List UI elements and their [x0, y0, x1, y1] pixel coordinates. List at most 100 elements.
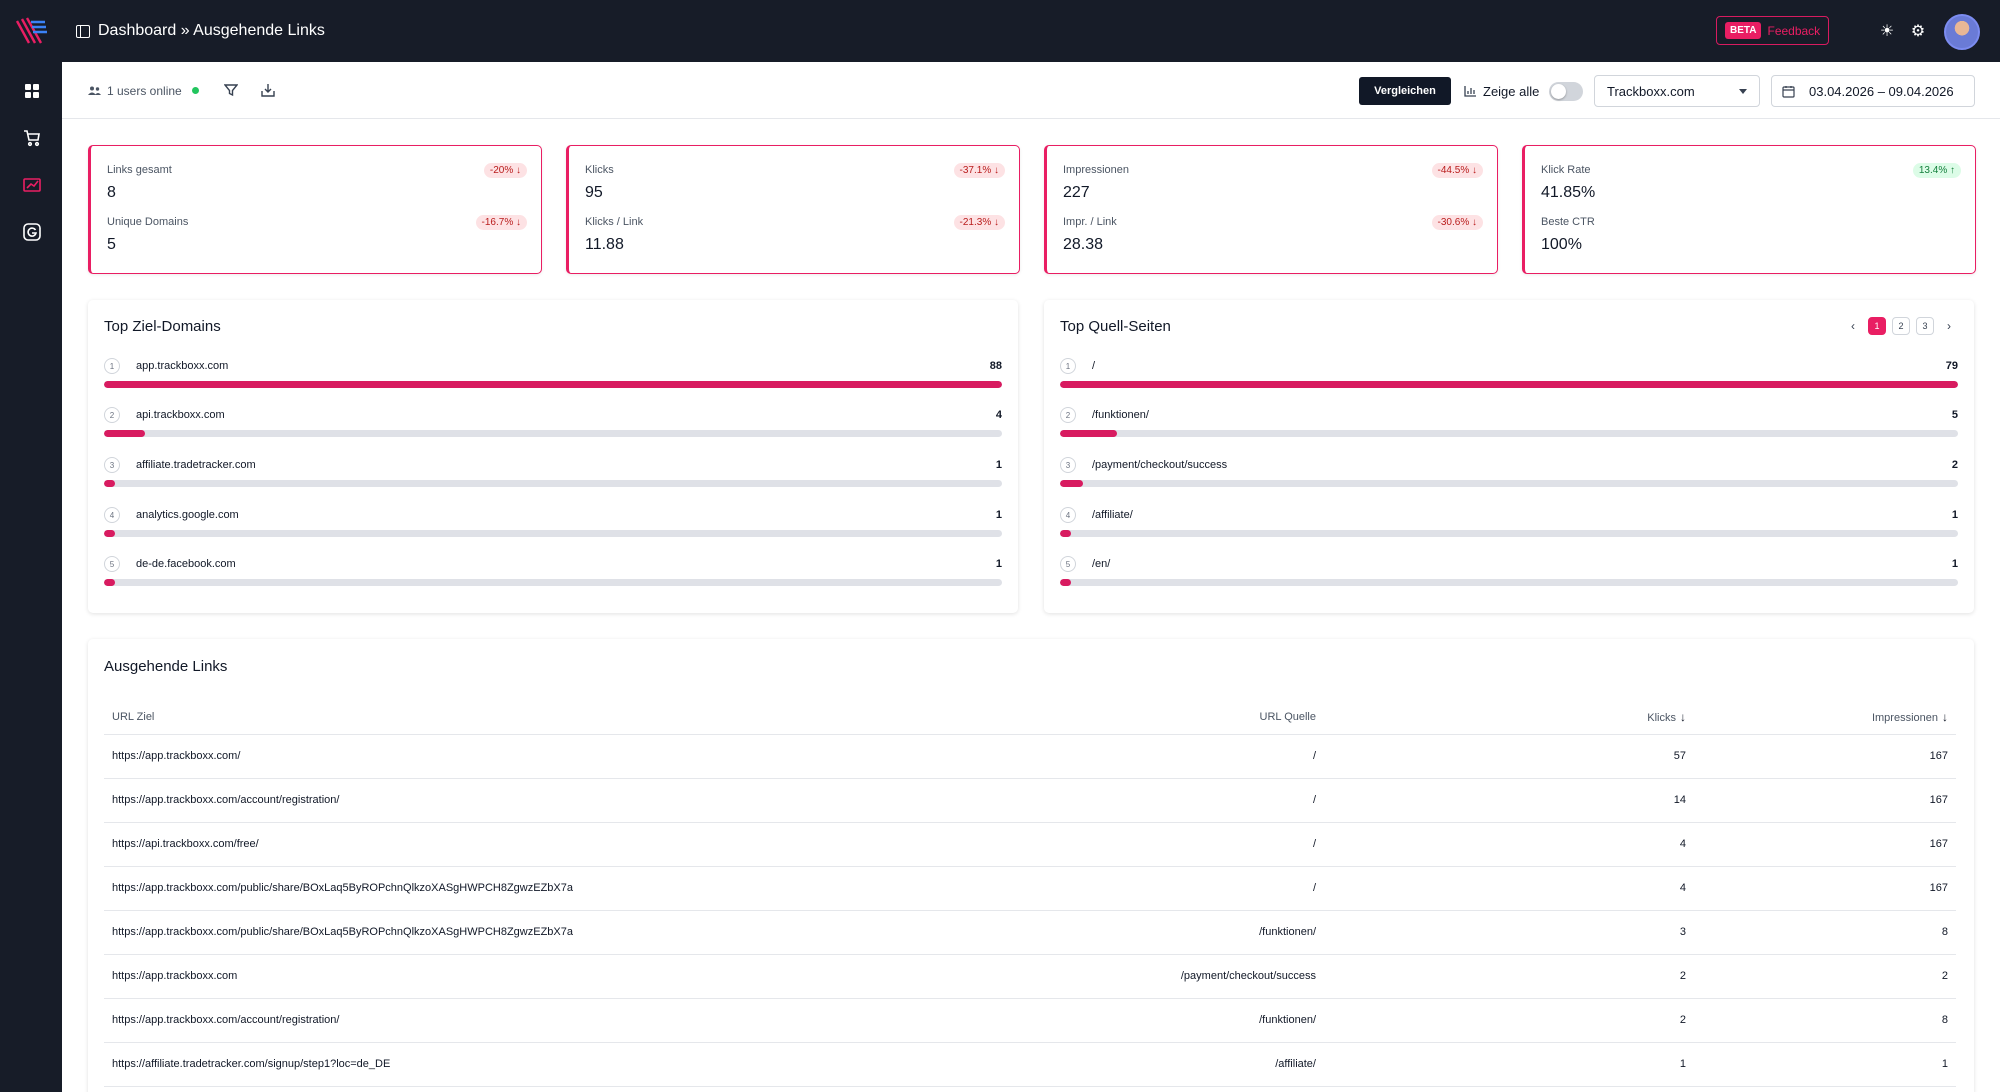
rank-badge: 3: [104, 457, 120, 473]
progress-track: [1060, 579, 1958, 586]
calendar-icon: [1782, 85, 1795, 98]
domain-name: api.trackboxx.com: [136, 409, 225, 421]
list-item[interactable]: 4 /affiliate/ 1: [1060, 507, 1958, 537]
kpi-label: Klicks: [585, 164, 614, 176]
pagination-next-button[interactable]: ›: [1947, 319, 1951, 333]
table-row[interactable]: https://app.trackboxx.com/public/share/B…: [104, 866, 1956, 911]
trackboxx-logo-icon[interactable]: [13, 13, 49, 49]
sidebar-toggle-icon[interactable]: [76, 24, 90, 38]
list-item[interactable]: 4 analytics.google.com 1: [104, 507, 1002, 537]
pagination: ‹ 1 2 3 ›: [1844, 317, 1958, 335]
date-range-text: 03.04.2026 – 09.04.2026: [1809, 84, 1954, 99]
project-select-value: Trackboxx.com: [1607, 83, 1695, 99]
list-item[interactable]: 5 /en/ 1: [1060, 556, 1958, 586]
progress-track: [1060, 530, 1958, 537]
cell-target-url: https://app.trackboxx.com/account/regist…: [104, 778, 804, 823]
cell-impressions: 1: [1694, 1042, 1956, 1087]
kpi-change-badge: -16.7% ↓: [475, 215, 527, 230]
list-item[interactable]: 2 api.trackboxx.com 4: [104, 407, 1002, 437]
pagination-page-1[interactable]: 1: [1868, 317, 1886, 335]
project-select[interactable]: Trackboxx.com: [1594, 75, 1760, 107]
list-item[interactable]: 1 / 79: [1060, 358, 1958, 388]
progress-fill: [1060, 381, 1958, 388]
progress-track: [104, 530, 1002, 537]
feedback-button[interactable]: BETA Feedback: [1716, 16, 1830, 45]
progress-fill: [1060, 579, 1072, 586]
progress-fill: [104, 579, 115, 586]
rank-badge: 2: [1060, 407, 1076, 423]
kpi-label: Unique Domains: [107, 216, 189, 228]
date-range-picker[interactable]: 03.04.2026 – 09.04.2026: [1771, 75, 1975, 107]
column-header-clicks[interactable]: Klicks ↓: [1324, 700, 1694, 735]
table-row[interactable]: https://app.trackboxx.com/public/share/B…: [104, 910, 1956, 955]
table-header-row: URL Ziel URL Quelle Klicks ↓ Impressionen…: [104, 700, 1956, 735]
theme-toggle-button[interactable]: ☀: [1876, 20, 1898, 42]
sidebar-item-google[interactable]: [21, 221, 43, 243]
progress-track: [1060, 381, 1958, 388]
date-from: 03.04.2026: [1809, 83, 1875, 99]
export-button[interactable]: [259, 81, 277, 99]
cell-source-url: /: [804, 822, 1324, 867]
progress-fill: [104, 530, 115, 537]
cell-target-url: https://app.trackboxx.com: [104, 954, 804, 999]
progress-fill: [1060, 480, 1083, 487]
cell-source-url: /funktionen/: [804, 998, 1324, 1043]
outgoing-links-table-card: Ausgehende Links URL Ziel URL Quelle Kli…: [88, 639, 1974, 1092]
cell-impressions: 167: [1694, 734, 1956, 779]
compare-button[interactable]: Vergleichen: [1359, 77, 1451, 105]
cell-source-url: /: [804, 866, 1324, 911]
list-item[interactable]: 2 /funktionen/ 5: [1060, 407, 1958, 437]
table-row[interactable]: https://affiliate.tradetracker.com/signu…: [104, 1042, 1956, 1087]
show-all-toggle[interactable]: [1549, 81, 1584, 101]
column-header-source[interactable]: URL Quelle: [804, 700, 1324, 735]
table-row[interactable]: https://app.trackboxx.com/account/regist…: [104, 778, 1956, 823]
sun-icon: ☀: [1879, 23, 1895, 40]
table-row[interactable]: https://app.trackboxx.com/account/regist…: [104, 998, 1956, 1043]
domain-count: 88: [989, 360, 1002, 372]
kpi-label: Impr. / Link: [1063, 216, 1117, 228]
kpi-label: Impressionen: [1063, 164, 1130, 176]
list-item[interactable]: 5 de-de.facebook.com 1: [104, 556, 1002, 586]
settings-button[interactable]: ⚙: [1907, 20, 1929, 42]
filter-icon: [224, 84, 238, 97]
kpi-value: 95: [585, 184, 603, 201]
list-item[interactable]: 1 app.trackboxx.com 88: [104, 358, 1002, 388]
source-count: 5: [1951, 409, 1958, 421]
toolbar: 1 users online Vergleichen Zeige alle Tr…: [62, 62, 2000, 119]
panel-title: Top Quell-Seiten: [1060, 318, 1171, 335]
panel-title: Ausgehende Links: [104, 658, 228, 675]
rank-badge: 2: [104, 407, 120, 423]
pagination-prev-button[interactable]: ‹: [1851, 319, 1855, 333]
rank-badge: 3: [1060, 457, 1076, 473]
column-header-impressions[interactable]: Impressionen ↓: [1694, 700, 1956, 735]
rank-badge: 1: [104, 358, 120, 374]
sidebar-item-ecommerce[interactable]: [21, 127, 43, 149]
kpi-card-click-rate: Klick Rate 13.4% ↑ 41.85% Beste CTR 100%: [1522, 145, 1976, 274]
avatar[interactable]: [1944, 14, 1980, 50]
list-item[interactable]: 3 /payment/checkout/success 2: [1060, 457, 1958, 487]
source-path: /funktionen/: [1092, 409, 1149, 421]
table-row[interactable]: https://app.trackboxx.com /payment/check…: [104, 954, 1956, 999]
cell-clicks: 4: [1324, 822, 1694, 867]
pagination-page-3[interactable]: 3: [1916, 317, 1934, 335]
table-row[interactable]: https://api.trackboxx.com/free/ / 4 167: [104, 822, 1956, 867]
filter-button[interactable]: [222, 81, 240, 99]
sidebar-item-outgoing-links[interactable]: [21, 174, 43, 196]
list-item[interactable]: 3 affiliate.tradetracker.com 1: [104, 457, 1002, 487]
chart-icon: [1464, 86, 1476, 97]
column-header-target[interactable]: URL Ziel: [104, 700, 804, 735]
sidebar-item-dashboard[interactable]: [21, 80, 43, 102]
show-all-label: Zeige alle: [1483, 83, 1540, 99]
date-to: – 09.04.2026: [1877, 83, 1954, 99]
kpi-change-badge: -20% ↓: [483, 163, 527, 178]
pagination-page-2[interactable]: 2: [1892, 317, 1910, 335]
table-row[interactable]: https://app.trackboxx.com/ / 57 167: [104, 734, 1956, 779]
kpi-value: 28.38: [1063, 236, 1104, 253]
kpi-value: 11.88: [585, 236, 624, 253]
kpi-value: 227: [1063, 184, 1090, 201]
sort-arrow-icon: ↓: [1942, 709, 1948, 724]
progress-track: [1060, 430, 1958, 437]
kpi-change-badge: -37.1% ↓: [953, 163, 1005, 178]
cell-target-url: https://app.trackboxx.com/: [104, 734, 804, 779]
show-all-toggle-group: Zeige alle: [1464, 77, 1584, 105]
